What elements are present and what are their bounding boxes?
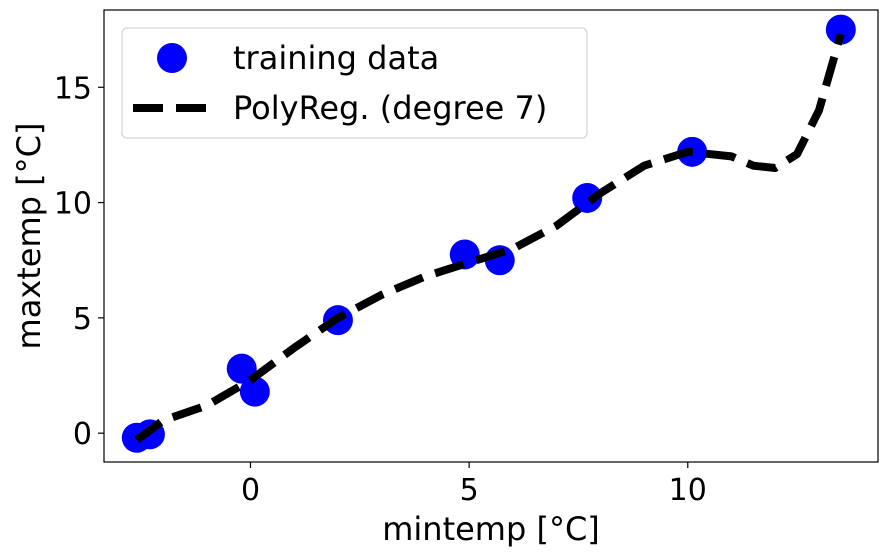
y-tick-label: 15 bbox=[54, 71, 92, 106]
legend-marker-training-data bbox=[157, 43, 187, 73]
training-data-point-9 bbox=[825, 14, 856, 45]
plot-area bbox=[121, 14, 856, 453]
legend: training data PolyReg. (degree 7) bbox=[121, 27, 588, 139]
x-axis-label: mintemp [°C] bbox=[382, 510, 600, 548]
training-data-point-7 bbox=[572, 182, 603, 213]
x-tick-label: 5 bbox=[460, 473, 479, 508]
training-data-point-3 bbox=[239, 376, 270, 407]
training-data-point-5 bbox=[449, 239, 480, 270]
x-axis-ticks: 0 5 10 bbox=[241, 462, 707, 508]
y-tick-label: 0 bbox=[73, 417, 92, 452]
legend-label-polyreg: PolyReg. (degree 7) bbox=[233, 89, 547, 127]
y-tick-label: 5 bbox=[73, 302, 92, 337]
y-axis-ticks: 0 5 10 15 bbox=[54, 71, 104, 452]
x-tick-label: 10 bbox=[669, 473, 707, 508]
y-axis-label: maxtemp [°C] bbox=[10, 123, 48, 350]
legend-label-training-data: training data bbox=[233, 39, 439, 77]
polyreg-line bbox=[134, 33, 845, 444]
y-tick-label: 10 bbox=[54, 187, 92, 222]
x-tick-label: 0 bbox=[241, 473, 260, 508]
plot-frame bbox=[103, 9, 879, 463]
legend-box bbox=[121, 27, 588, 139]
